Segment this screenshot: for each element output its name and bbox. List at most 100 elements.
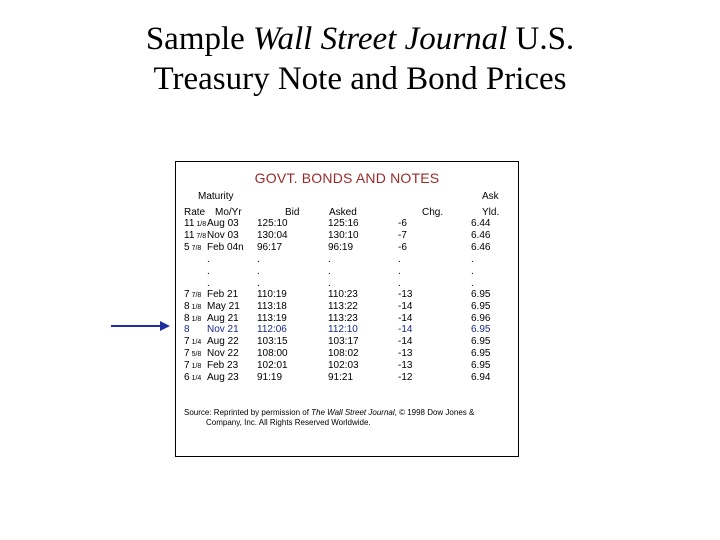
header-chg: Chg.	[422, 207, 444, 218]
rate-fraction: 1/8	[191, 362, 202, 370]
cell-chg: -6	[398, 218, 407, 229]
cell-bid: 103:15	[257, 336, 288, 348]
ellipsis-dot: .	[207, 277, 210, 289]
cell-chg: -13	[398, 359, 413, 371]
rate-whole: 5	[184, 241, 190, 253]
cell-chg: -14	[398, 312, 413, 324]
cell-bid: 108:00	[257, 348, 288, 359]
slide-title-line-2: Treasury Note and Bond Prices	[153, 61, 567, 97]
cell-yld: 6.95	[471, 348, 491, 359]
cell-chg: -14	[398, 300, 413, 312]
ellipsis-dot: .	[471, 277, 474, 289]
cell-yld: 6.95	[471, 336, 491, 348]
rate-whole: 8	[184, 300, 190, 312]
cell-yld: 6.44	[471, 218, 491, 229]
cell-bid: 96:17	[257, 241, 283, 253]
source-publication: The Wall Street Journal	[311, 408, 395, 417]
ellipsis-dot: .	[207, 254, 210, 265]
ellipsis-dot: .	[398, 265, 401, 277]
cell-moyr: Nov 21	[207, 324, 239, 336]
cell-rate: 11 1/8	[184, 218, 206, 231]
rate-fraction: 1/4	[191, 374, 202, 382]
cell-bid: 102:01	[257, 359, 288, 371]
cell-moyr: May 21	[207, 300, 240, 312]
ellipsis-dot: .	[328, 265, 331, 277]
header-maturity: Maturity	[198, 191, 234, 202]
cell-asked: 96:19	[328, 241, 354, 253]
ellipsis-dot: .	[257, 277, 260, 289]
cell-asked: 125:16	[328, 218, 359, 229]
rate-whole: 6	[184, 371, 190, 383]
cell-rate: 7 7/8	[184, 289, 201, 302]
cell-moyr: Nov 22	[207, 348, 239, 359]
cell-rate: 8 1/8	[184, 301, 201, 314]
cell-asked: 130:10	[328, 229, 359, 241]
rate-fraction: 7/8	[191, 244, 202, 252]
cell-moyr: Aug 23	[207, 371, 239, 383]
ellipsis-dot: .	[257, 265, 260, 277]
cell-asked: 108:02	[328, 348, 359, 359]
cell-chg: -13	[398, 348, 413, 359]
cell-bid: 113:19	[257, 312, 287, 324]
ellipsis-dot: .	[257, 254, 260, 265]
ellipsis-dot: .	[471, 265, 474, 277]
cell-rate: 7 5/8	[184, 348, 201, 361]
cell-moyr: Feb 23	[207, 359, 239, 371]
rate-whole: 8	[184, 324, 190, 336]
ellipsis-dot: .	[398, 277, 401, 289]
cell-asked: 91:21	[328, 371, 354, 383]
cell-bid: 110:19	[257, 289, 287, 300]
header-asked: Asked	[329, 207, 357, 218]
cell-yld: 6.46	[471, 241, 491, 253]
rate-whole: 11	[184, 218, 195, 229]
rate-whole: 7	[184, 336, 190, 348]
cell-bid: 113:18	[257, 300, 287, 312]
cell-chg: -14	[398, 336, 413, 348]
pointer-arrow-head-icon	[160, 321, 170, 331]
cell-rate: 8	[184, 324, 190, 336]
title-italic-publication: Wall Street Journal	[253, 21, 508, 57]
source-line-2: Company, Inc. All Rights Reserved Worldw…	[206, 418, 371, 427]
cell-rate: 7 1/4	[184, 336, 201, 349]
source-suffix: , © 1998 Dow Jones &	[394, 408, 475, 417]
header-moyr: Mo/Yr	[215, 207, 242, 218]
title-suffix: U.S.	[507, 21, 575, 57]
ellipsis-dot: .	[398, 254, 401, 265]
cell-asked: 110:23	[328, 289, 358, 300]
cell-asked: 112:10	[328, 324, 358, 336]
cell-rate: 6 1/4	[184, 372, 201, 385]
cell-rate: 11 7/8	[184, 230, 206, 243]
slide-title-line-1: Sample Wall Street Journal U.S.	[0, 20, 720, 58]
cell-moyr: Aug 21	[207, 312, 239, 324]
source-prefix: Source: Reprinted by permission of	[184, 408, 312, 417]
rate-fraction: 1/8	[196, 221, 207, 228]
cell-moyr: Aug 03	[207, 218, 239, 229]
header-ask: Ask	[482, 191, 499, 202]
cell-asked: 113:23	[328, 312, 358, 324]
rate-whole: 8	[184, 312, 190, 324]
rate-fraction: 7/8	[196, 232, 207, 240]
cell-yld: 6.95	[471, 324, 491, 336]
rate-fraction: 1/8	[191, 315, 202, 323]
cell-chg: -13	[398, 289, 413, 300]
table-heading: GOVT. BONDS AND NOTES	[254, 170, 440, 186]
cell-bid: 125:10	[257, 218, 288, 229]
cell-bid: 91:19	[257, 371, 283, 383]
rate-whole: 7	[184, 359, 190, 371]
ellipsis-dot: .	[207, 265, 210, 277]
cell-moyr: Feb 04n	[207, 241, 244, 253]
cell-moyr: Nov 03	[207, 229, 239, 241]
header-yld: Yld.	[482, 207, 500, 218]
cell-moyr: Aug 22	[207, 336, 239, 348]
cell-yld: 6.96	[471, 312, 491, 324]
cell-rate: 7 1/8	[184, 360, 201, 373]
cell-moyr: Feb 21	[207, 289, 239, 300]
cell-yld: 6.46	[471, 229, 491, 241]
cell-asked: 102:03	[328, 359, 359, 371]
cell-chg: -12	[398, 371, 413, 383]
rate-fraction: 7/8	[191, 292, 202, 299]
ellipsis-dot: .	[328, 277, 331, 289]
title-prefix: Sample	[145, 21, 254, 57]
cell-yld: 6.94	[471, 371, 491, 383]
ellipsis-dot: .	[471, 254, 474, 265]
